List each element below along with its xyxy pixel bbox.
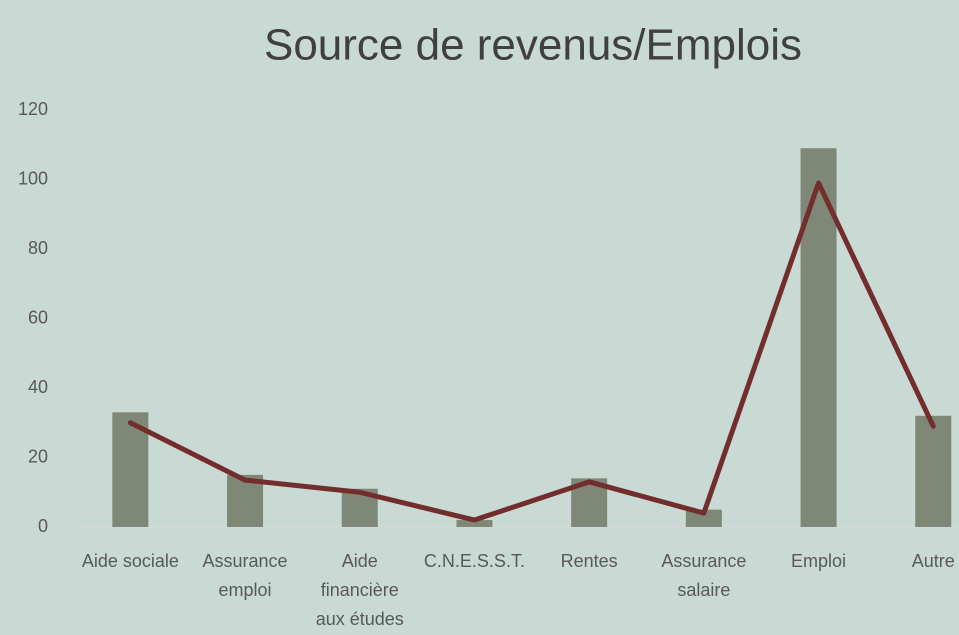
y-tick-label: 100 bbox=[18, 168, 48, 188]
x-tick-label: Aide financière aux études bbox=[316, 551, 404, 629]
y-tick-label: 40 bbox=[28, 377, 48, 397]
bar bbox=[456, 520, 493, 527]
y-tick-label: 80 bbox=[28, 238, 48, 258]
line bbox=[127, 180, 936, 523]
y-tick-label: 120 bbox=[18, 99, 48, 119]
x-tick-label: C.N.E.S.S.T. bbox=[424, 551, 525, 571]
x-tick-label: Emploi bbox=[791, 551, 846, 571]
bar bbox=[915, 415, 952, 527]
chart-title: Source de revenus/Emplois bbox=[264, 21, 802, 70]
x-tick-label: Autre bbox=[912, 551, 955, 571]
y-tick-label: 0 bbox=[38, 516, 48, 536]
x-tick-label: Rentes bbox=[561, 551, 618, 571]
x-tick-label: Aide sociale bbox=[82, 551, 179, 571]
y-tick-label: 20 bbox=[28, 446, 48, 466]
x-tick-label: Assurance emploi bbox=[203, 551, 288, 600]
y-tick-label: 60 bbox=[28, 307, 48, 327]
x-tick-label: Assurance salaire bbox=[661, 551, 746, 600]
bar bbox=[685, 509, 722, 527]
